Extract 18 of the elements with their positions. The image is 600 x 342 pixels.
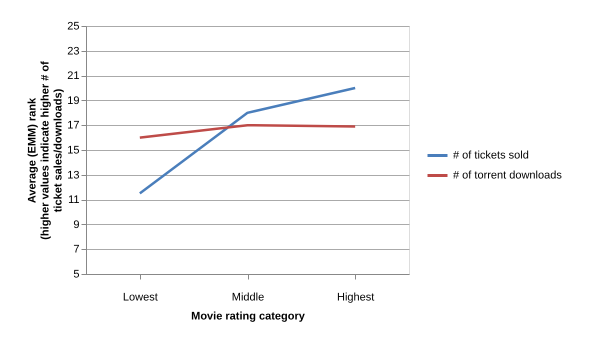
y-tick-label: 23	[67, 45, 80, 58]
y-tick-label: 11	[68, 194, 80, 206]
y-tick-label: 21	[67, 70, 80, 82]
y-tick-label: 15	[67, 144, 80, 156]
x-tick-label: Middle	[232, 292, 264, 304]
legend-label: # of tickets sold	[453, 150, 529, 162]
y-tick-label: 9	[73, 218, 80, 231]
y-tick-label: 25	[67, 20, 80, 32]
y-tick-label: 19	[67, 94, 80, 107]
y-tick-label: 5	[73, 268, 80, 280]
y-axis-title: Average (EMM) rank (higher values indicate higher # of ticket sales/downloads)	[26, 60, 64, 240]
x-axis-title: Movie rating category	[191, 310, 306, 322]
x-tick-label: Highest	[337, 292, 374, 304]
x-tick-label: Lowest	[122, 292, 158, 304]
y-tick-label: 7	[73, 244, 80, 256]
legend-label: # of torrent downloads	[453, 170, 562, 182]
y-tick-label: 13	[67, 169, 80, 182]
y-tick-label: 17	[67, 120, 80, 132]
